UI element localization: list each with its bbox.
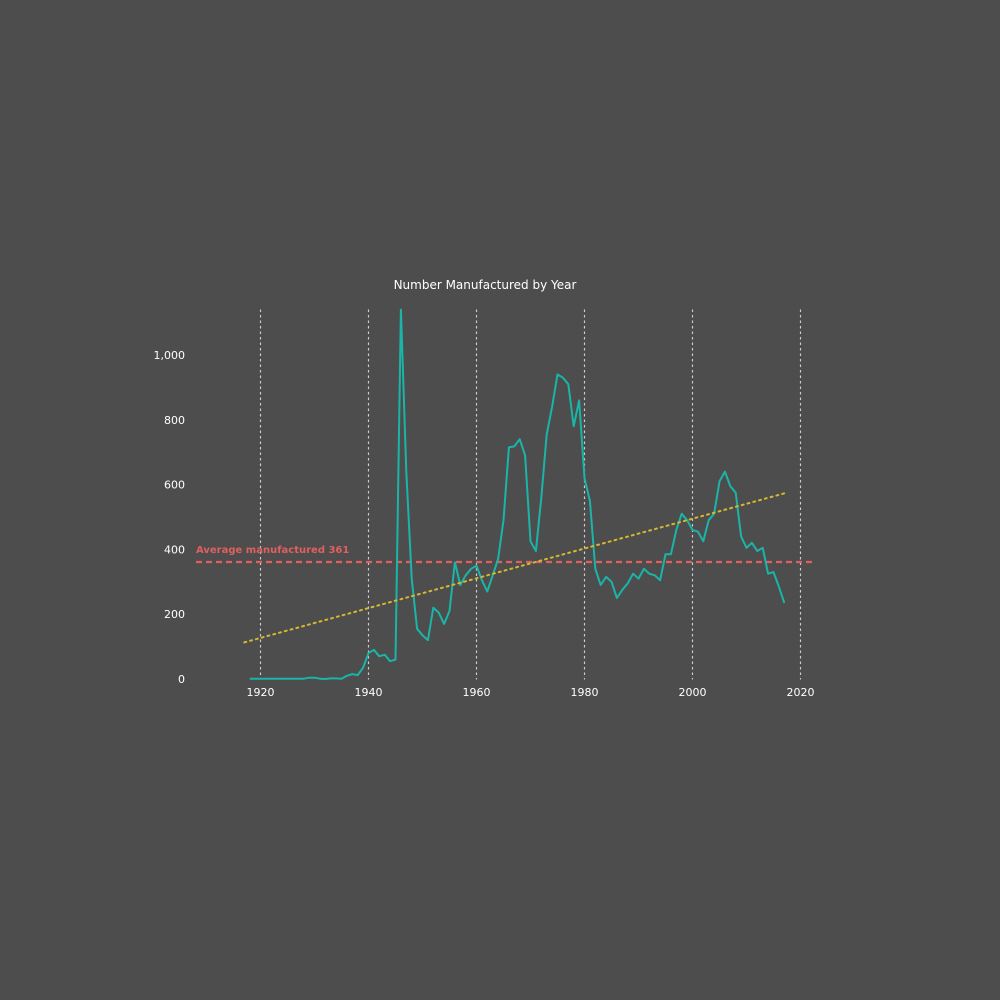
average-label: Average manufactured 361 <box>196 545 349 556</box>
x-tick-label: 1960 <box>463 686 491 699</box>
axis-labels: 1920 1940 1960 1980 2000 2020 0 200 400 600 800 1,0… <box>154 349 815 699</box>
y-tick-label: 400 <box>164 543 185 556</box>
x-tick-label: 1980 <box>571 686 599 699</box>
chart-title: Number Manufactured by Year <box>393 278 577 292</box>
series-line-0 <box>249 308 786 680</box>
gridlines <box>259 309 802 680</box>
x-tick-label: 1940 <box>355 686 383 699</box>
y-tick-label: 200 <box>164 608 185 621</box>
average-line-group: Average manufactured 361 <box>196 545 812 564</box>
y-tick-label: 0 <box>178 673 185 686</box>
x-tick-label: 2020 <box>787 686 815 699</box>
trend-line <box>243 492 786 644</box>
series-layer <box>249 308 786 680</box>
y-tick-label: 600 <box>164 479 185 492</box>
y-tick-label: 800 <box>164 414 185 427</box>
y-tick-label: 1,000 <box>154 349 186 362</box>
trend-layer <box>243 492 786 644</box>
x-tick-label: 1920 <box>247 686 275 699</box>
x-tick-label: 2000 <box>679 686 707 699</box>
